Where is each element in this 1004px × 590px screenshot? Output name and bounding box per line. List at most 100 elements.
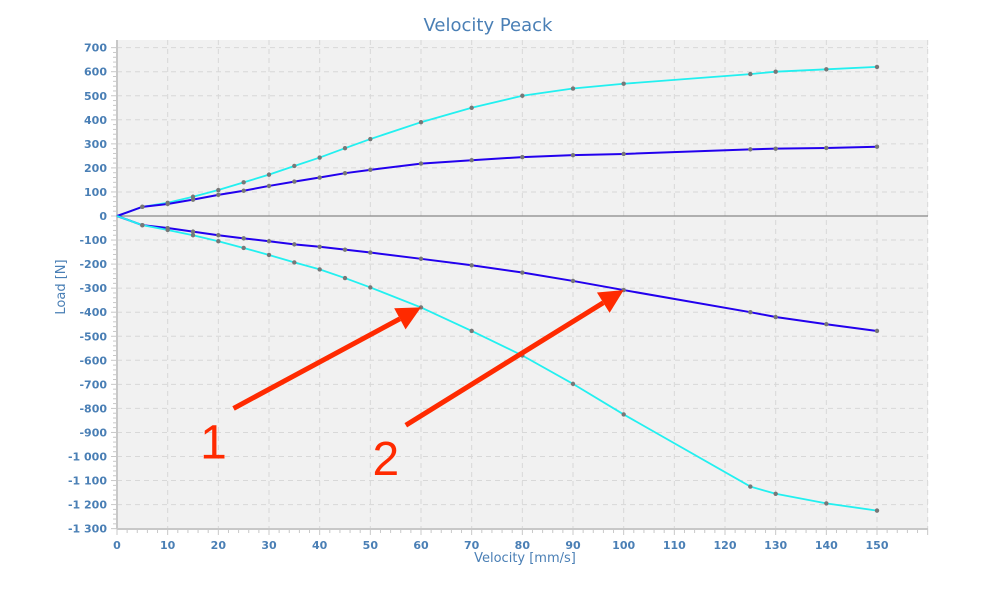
data-point-upper-cyan — [317, 155, 322, 160]
data-point-upper-cyan — [874, 64, 880, 70]
y-tick-label: -1 000 — [68, 451, 107, 464]
data-point-upper-blue — [317, 175, 322, 180]
data-point-lower-cyan — [570, 381, 576, 387]
data-point-lower-blue — [748, 310, 753, 315]
series-line-upper-cyan — [116, 65, 878, 217]
annotation-arrowhead-2 — [596, 290, 624, 313]
chart-title: Velocity Peack — [424, 15, 554, 36]
data-point-upper-cyan — [292, 163, 297, 169]
y-tick-label: -300 — [79, 282, 107, 295]
data-point-upper-blue — [621, 151, 626, 157]
y-tick-label: 600 — [84, 66, 107, 79]
data-point-lower-blue — [317, 244, 322, 249]
data-point-lower-blue — [570, 278, 576, 284]
data-point-upper-blue — [266, 183, 272, 189]
data-point-upper-cyan — [368, 136, 373, 142]
data-point-lower-cyan — [292, 260, 297, 265]
data-point-lower-cyan — [469, 328, 474, 334]
annotation-arrow-2 — [404, 300, 605, 428]
data-point-upper-blue — [165, 201, 170, 207]
annotation-arrowhead-1 — [394, 307, 421, 330]
x-tick-label: 90 — [565, 539, 581, 552]
x-tick-label: 130 — [764, 539, 787, 552]
y-tick-label: 0 — [99, 210, 107, 223]
annotation-arrow-1 — [232, 316, 402, 411]
data-point-upper-cyan — [266, 172, 272, 177]
data-point-lower-blue — [368, 250, 373, 255]
x-tick-label: 0 — [113, 539, 121, 552]
data-point-lower-blue — [824, 322, 829, 327]
data-point-lower-blue — [874, 328, 880, 334]
data-point-upper-blue — [570, 152, 576, 158]
y-tick-label: -900 — [79, 426, 107, 439]
data-point-lower-blue — [773, 314, 778, 320]
data-point-lower-blue — [342, 247, 348, 252]
y-tick-label: 300 — [84, 138, 107, 151]
data-point-lower-cyan — [748, 484, 753, 489]
data-point-lower-blue — [190, 229, 196, 234]
annotation-label-2: 2 — [372, 433, 399, 486]
data-point-upper-cyan — [621, 81, 626, 86]
data-point-upper-cyan — [520, 93, 525, 98]
data-point-lower-cyan — [317, 267, 322, 272]
x-tick-label: 80 — [515, 539, 531, 552]
data-point-upper-blue — [469, 158, 474, 163]
data-point-upper-blue — [368, 167, 373, 173]
data-point-upper-blue — [241, 188, 246, 193]
data-point-lower-cyan — [165, 227, 170, 233]
y-tick-label: -600 — [79, 354, 107, 367]
series-line-upper-blue — [116, 145, 878, 217]
x-tick-label: 110 — [663, 539, 686, 552]
x-tick-label: 70 — [464, 539, 480, 552]
data-point-lower-blue — [520, 270, 525, 275]
y-tick-label: -800 — [79, 402, 107, 415]
data-point-lower-cyan — [342, 275, 348, 281]
data-point-lower-cyan — [874, 508, 880, 513]
x-tick-label: 10 — [160, 539, 176, 552]
data-point-upper-cyan — [342, 145, 348, 151]
data-point-upper-cyan — [748, 71, 753, 77]
data-point-lower-cyan — [824, 501, 829, 506]
y-tick-label: 700 — [84, 42, 107, 55]
y-tick-label: -200 — [79, 258, 107, 271]
y-axis-label: Load [N] — [54, 259, 69, 314]
data-point-upper-cyan — [469, 105, 474, 110]
annotation-label-1: 1 — [200, 416, 227, 469]
data-point-lower-cyan — [266, 252, 272, 258]
y-tick-label: -1 200 — [68, 499, 107, 512]
x-tick-label: 20 — [211, 539, 227, 552]
data-point-upper-blue — [140, 204, 145, 210]
x-tick-label: 30 — [261, 539, 277, 552]
data-point-upper-blue — [216, 192, 221, 198]
data-point-lower-cyan — [241, 245, 246, 251]
data-point-upper-blue — [292, 179, 297, 184]
data-point-upper-blue — [520, 154, 525, 160]
data-point-lower-blue — [292, 242, 297, 247]
x-tick-label: 50 — [363, 539, 379, 552]
y-tick-label: 500 — [84, 90, 107, 103]
y-tick-label: -500 — [79, 330, 107, 343]
data-point-lower-cyan — [140, 222, 145, 228]
data-point-upper-blue — [874, 144, 880, 149]
x-tick-label: 120 — [714, 539, 737, 552]
data-point-upper-blue — [342, 170, 348, 176]
data-point-upper-blue — [190, 197, 196, 202]
data-point-upper-blue — [773, 146, 778, 151]
series-line-lower-blue — [116, 215, 878, 332]
x-tick-label: 40 — [312, 539, 328, 552]
data-point-lower-blue — [216, 233, 221, 238]
y-tick-label: -400 — [79, 306, 107, 319]
data-point-lower-blue — [418, 256, 424, 262]
data-point-upper-blue — [418, 161, 424, 166]
data-point-upper-cyan — [216, 187, 221, 193]
data-point-lower-blue — [469, 263, 474, 268]
y-tick-label: -1 100 — [68, 475, 107, 488]
x-axis-label: Velocity [mm/s] — [474, 551, 576, 566]
x-tick-label: 100 — [612, 539, 635, 552]
data-point-lower-cyan — [216, 239, 221, 244]
data-point-upper-blue — [824, 145, 829, 151]
data-point-lower-cyan — [190, 233, 196, 238]
series-line-lower-cyan — [116, 215, 878, 512]
y-tick-label: 100 — [84, 186, 107, 199]
